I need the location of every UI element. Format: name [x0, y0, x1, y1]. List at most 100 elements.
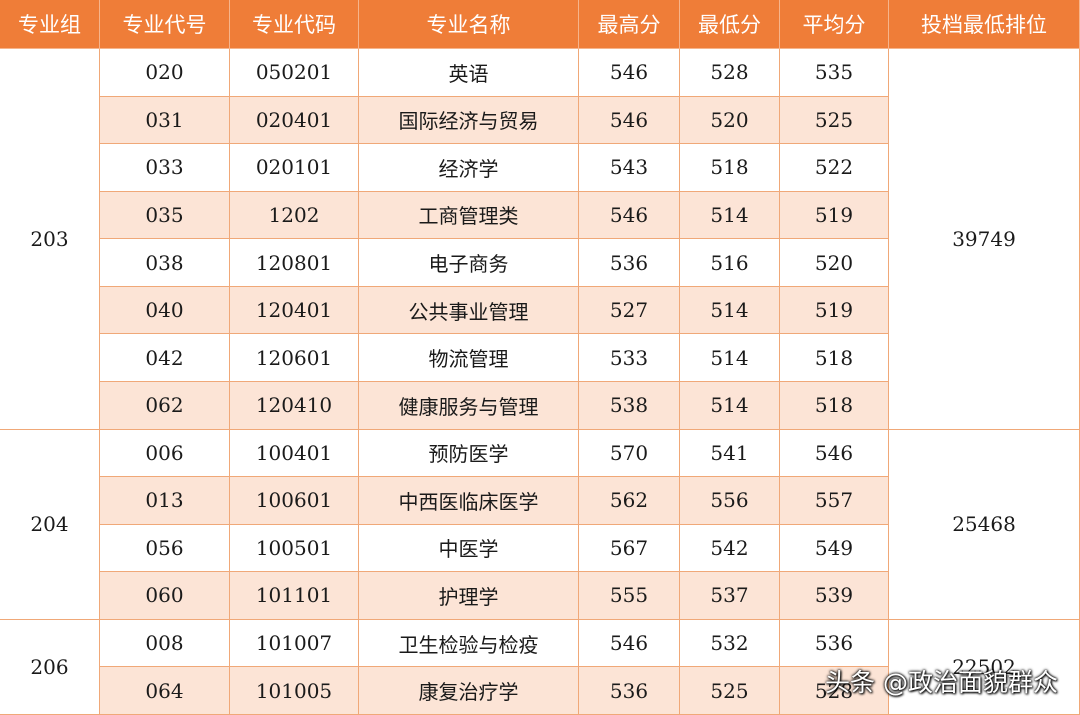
cell-max-score: 555	[579, 572, 680, 620]
cell-major-number: 038	[100, 239, 230, 287]
cell-major-name: 公共事业管理	[359, 286, 579, 335]
cell-min-score: 528	[680, 49, 780, 97]
cell-min-score: 518	[680, 144, 780, 192]
cell-major-code: 100601	[230, 477, 359, 525]
cell-major-number: 020	[100, 49, 230, 97]
cell-major-name: 经济学	[359, 144, 579, 192]
cell-major-code: 120410	[230, 381, 359, 430]
cell-major-name: 中医学	[359, 524, 579, 573]
cell-max-score: 546	[579, 96, 680, 145]
cell-max-score: 570	[579, 429, 680, 478]
cell-max-score: 538	[579, 381, 680, 430]
cell-major-code: 120601	[230, 334, 359, 382]
cell-max-score: 567	[579, 524, 680, 573]
cell-major-code: 050201	[230, 49, 359, 97]
cell-min-score: 532	[680, 619, 780, 668]
cell-min-score: 542	[680, 524, 780, 573]
cell-min-score: 514	[680, 191, 780, 240]
cell-major-number: 031	[100, 96, 230, 145]
header-major-number: 专业代号	[100, 0, 230, 49]
cell-major-code: 120401	[230, 286, 359, 335]
cell-major-number: 013	[100, 477, 230, 525]
cell-avg-score: 519	[780, 191, 889, 240]
cell-major-code: 100501	[230, 524, 359, 573]
cell-max-score: 536	[579, 667, 680, 715]
cell-major-number: 033	[100, 144, 230, 192]
header-min-rank: 投档最低排位	[889, 0, 1080, 49]
cell-major-number: 056	[100, 524, 230, 573]
cell-min-score: 520	[680, 96, 780, 145]
cell-major-name: 电子商务	[359, 239, 579, 287]
cell-major-name: 国际经济与贸易	[359, 96, 579, 145]
group-cell-206: 206	[0, 619, 100, 715]
cell-max-score: 533	[579, 334, 680, 382]
header-major-name: 专业名称	[359, 0, 579, 49]
cell-major-name: 英语	[359, 49, 579, 97]
cell-min-score: 556	[680, 477, 780, 525]
header-min-score: 最低分	[680, 0, 780, 49]
cell-avg-score: 520	[780, 239, 889, 287]
cell-major-name: 预防医学	[359, 429, 579, 478]
cell-min-score: 514	[680, 381, 780, 430]
cell-major-name: 卫生检验与检疫	[359, 619, 579, 668]
cell-avg-score: 536	[780, 619, 889, 668]
cell-avg-score: 557	[780, 477, 889, 525]
rank-cell-204: 25468	[889, 429, 1080, 620]
cell-major-code: 020101	[230, 144, 359, 192]
cell-max-score: 527	[579, 286, 680, 335]
cell-major-number: 042	[100, 334, 230, 382]
cell-max-score: 546	[579, 619, 680, 668]
cell-major-number: 035	[100, 191, 230, 240]
cell-min-score: 514	[680, 334, 780, 382]
cell-major-number: 040	[100, 286, 230, 335]
cell-min-score: 541	[680, 429, 780, 478]
cell-major-name: 康复治疗学	[359, 667, 579, 715]
cell-avg-score: 522	[780, 144, 889, 192]
cell-major-number: 064	[100, 667, 230, 715]
group-cell-204: 204	[0, 429, 100, 620]
cell-max-score: 543	[579, 144, 680, 192]
cell-min-score: 516	[680, 239, 780, 287]
cell-major-number: 062	[100, 381, 230, 430]
cell-major-code: 101007	[230, 619, 359, 668]
cell-major-number: 008	[100, 619, 230, 668]
cell-avg-score: 518	[780, 381, 889, 430]
cell-avg-score: 525	[780, 96, 889, 145]
cell-max-score: 546	[579, 191, 680, 240]
cell-major-code: 101005	[230, 667, 359, 715]
watermark: 头条 @政治面貌群众	[825, 668, 1058, 697]
cell-min-score: 525	[680, 667, 780, 715]
cell-avg-score: 539	[780, 572, 889, 620]
cell-major-code: 101101	[230, 572, 359, 620]
cell-min-score: 537	[680, 572, 780, 620]
cell-min-score: 514	[680, 286, 780, 335]
cell-major-name: 工商管理类	[359, 191, 579, 240]
group-cell-203: 203	[0, 49, 100, 430]
cell-major-code: 1202	[230, 191, 359, 240]
cell-avg-score: 535	[780, 49, 889, 97]
rank-cell-206: 22502	[889, 619, 1080, 715]
cell-avg-score: 549	[780, 524, 889, 573]
header-group: 专业组	[0, 0, 100, 49]
header-avg-score: 平均分	[780, 0, 889, 49]
cell-major-code: 100401	[230, 429, 359, 478]
cell-avg-score: 519	[780, 286, 889, 335]
cell-major-code: 120801	[230, 239, 359, 287]
cell-max-score: 536	[579, 239, 680, 287]
cell-avg-score: 518	[780, 334, 889, 382]
cell-avg-score: 528	[780, 667, 889, 715]
header-max-score: 最高分	[579, 0, 680, 49]
rank-cell-203: 39749	[889, 49, 1080, 430]
cell-major-number: 060	[100, 572, 230, 620]
cell-major-code: 020401	[230, 96, 359, 145]
cell-major-number: 006	[100, 429, 230, 478]
cell-max-score: 546	[579, 49, 680, 97]
cell-major-name: 护理学	[359, 572, 579, 620]
cell-major-name: 中西医临床医学	[359, 477, 579, 525]
cell-avg-score: 546	[780, 429, 889, 478]
header-major-code: 专业代码	[230, 0, 359, 49]
cell-major-name: 健康服务与管理	[359, 381, 579, 430]
cell-major-name: 物流管理	[359, 334, 579, 382]
cell-max-score: 562	[579, 477, 680, 525]
